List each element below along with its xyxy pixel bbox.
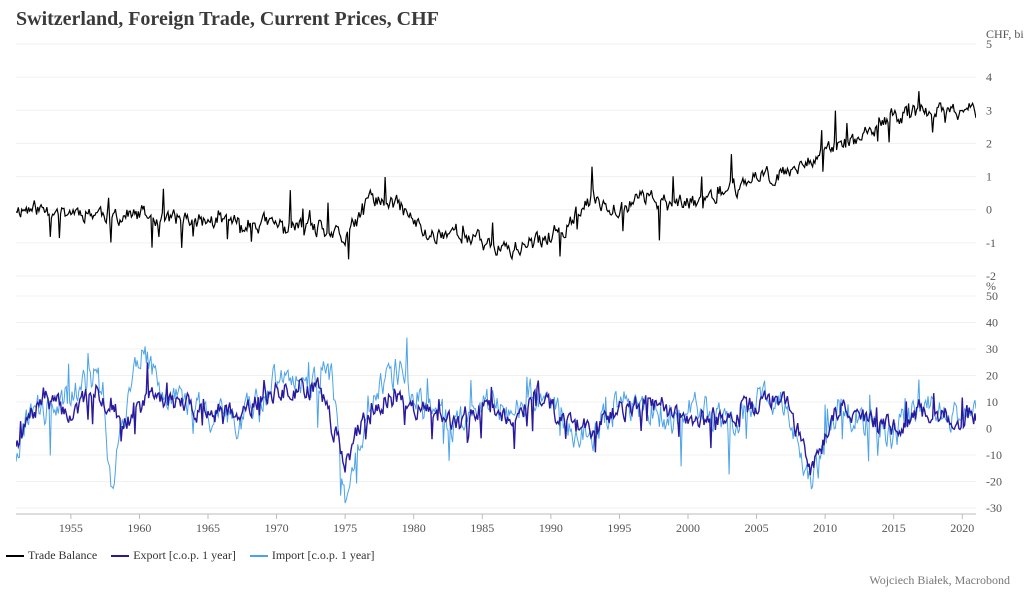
svg-text:30: 30	[986, 342, 998, 356]
svg-text:1965: 1965	[196, 521, 220, 535]
svg-text:0: 0	[986, 422, 992, 436]
legend-item: Import [c.o.p. 1 year]	[250, 548, 375, 563]
svg-text:1970: 1970	[265, 521, 289, 535]
series-export_cop	[16, 363, 976, 476]
svg-text:1980: 1980	[402, 521, 426, 535]
legend-label: Export [c.o.p. 1 year]	[133, 548, 236, 563]
legend-swatch	[6, 555, 24, 557]
svg-text:-1: -1	[986, 236, 996, 250]
svg-text:1985: 1985	[470, 521, 494, 535]
svg-text:1975: 1975	[333, 521, 357, 535]
svg-text:CHF, billion: CHF, billion	[986, 27, 1024, 41]
legend-label: Import [c.o.p. 1 year]	[272, 548, 375, 563]
legend-label: Trade Balance	[28, 548, 97, 563]
svg-text:-20: -20	[986, 475, 1002, 489]
svg-text:1960: 1960	[127, 521, 151, 535]
legend: Trade Balance Export [c.o.p. 1 year] Impor…	[6, 548, 374, 563]
svg-text:40: 40	[986, 316, 998, 330]
svg-text:3: 3	[986, 103, 992, 117]
series-import_cop	[16, 338, 976, 503]
svg-text:0: 0	[986, 203, 992, 217]
svg-text:2010: 2010	[813, 521, 837, 535]
svg-text:10: 10	[986, 395, 998, 409]
series-trade-balance	[16, 91, 976, 259]
svg-text:-30: -30	[986, 501, 1002, 515]
svg-text:2020: 2020	[950, 521, 974, 535]
svg-text:1995: 1995	[607, 521, 631, 535]
legend-item: Trade Balance	[6, 548, 97, 563]
chart-canvas: -2-1012345CHF, billion-30-20-10010203040…	[0, 0, 1024, 594]
legend-swatch	[111, 555, 129, 557]
svg-text:%: %	[986, 279, 996, 293]
svg-text:4: 4	[986, 70, 992, 84]
legend-swatch	[250, 555, 268, 557]
svg-text:2000: 2000	[676, 521, 700, 535]
svg-text:2: 2	[986, 136, 992, 150]
svg-text:1: 1	[986, 170, 992, 184]
legend-item: Export [c.o.p. 1 year]	[111, 548, 236, 563]
svg-text:2005: 2005	[745, 521, 769, 535]
svg-text:1955: 1955	[59, 521, 83, 535]
credit-text: Wojciech Białek, Macrobond	[869, 573, 1010, 588]
svg-text:2015: 2015	[882, 521, 906, 535]
svg-text:1990: 1990	[539, 521, 563, 535]
svg-text:-10: -10	[986, 448, 1002, 462]
svg-text:20: 20	[986, 369, 998, 383]
